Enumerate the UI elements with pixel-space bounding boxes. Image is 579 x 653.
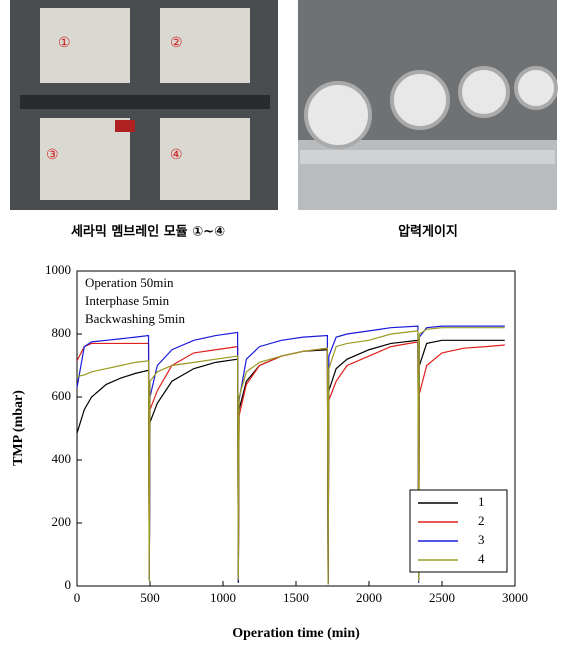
photo-label: ① [58,36,71,51]
legend-label: 2 [478,513,485,528]
annotation: Operation 50min [85,275,174,290]
y-tick-label: 0 [65,577,72,592]
annotation: Backwashing 5min [85,311,186,326]
x-axis-label: Operation time (min) [232,626,360,641]
annotation: Interphase 5min [85,293,170,308]
x-tick-label: 2500 [429,590,455,605]
x-tick-label: 1000 [210,590,236,605]
photo-caption: 압력게이지 [398,224,458,240]
x-tick-label: 2000 [356,590,382,605]
legend-label: 1 [478,494,485,509]
photo-gauges [298,0,558,210]
y-tick-label: 600 [52,388,72,403]
y-tick-label: 400 [52,451,72,466]
photo-modules [10,0,278,210]
legend-label: 4 [478,551,485,566]
y-tick-label: 800 [52,325,72,340]
x-tick-label: 500 [140,590,160,605]
photo-label: ④ [170,148,183,163]
y-tick-label: 200 [52,514,72,529]
legend-label: 3 [478,532,485,547]
y-axis-label: TMP (mbar) [11,390,26,466]
x-tick-label: 3000 [502,590,528,605]
photo-label: ② [170,36,183,51]
photo-label: ③ [46,148,59,163]
y-tick-label: 1000 [45,262,71,277]
x-tick-label: 0 [74,590,81,605]
x-tick-label: 1500 [283,590,309,605]
photo-caption: 세라믹 멤브레인 모듈 ①~④ [71,224,225,240]
